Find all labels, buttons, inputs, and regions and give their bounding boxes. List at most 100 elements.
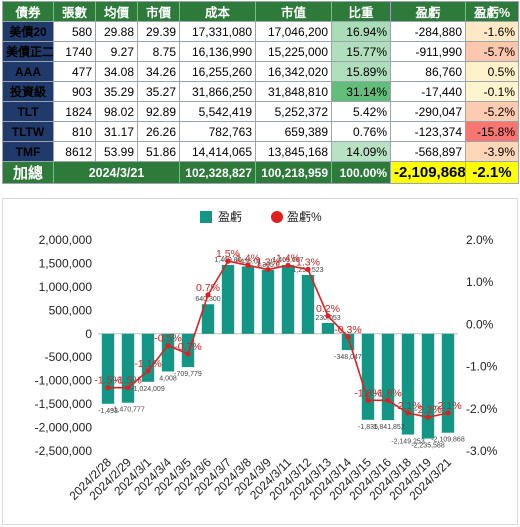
pl-cell: -17,440 [390,81,466,102]
bond-name-cell: TLTW [2,121,54,142]
market-price-cell: 92.89 [137,101,180,122]
market-price-cell: 29.39 [137,21,180,42]
bond-name-cell: TLT [2,101,54,122]
bar [421,333,435,439]
bar-value-label: 4,008 [159,375,177,382]
pl-pct-point [385,397,391,403]
pl-pct-label: -1.1% [134,358,161,370]
pl-cell: 86,760 [390,61,466,82]
market-value-cell: 13,845,168 [255,141,332,162]
market-value-cell: 31,848,810 [255,81,332,102]
pl-pct-label: -2.1% [394,400,421,412]
bar [161,333,175,372]
y-right-tick: 1.0% [466,275,494,289]
pl-pct-point [445,410,451,416]
qty-cell: 1824 [53,101,96,122]
pl-pct-point [405,410,411,416]
bar-value-label: 1,436,01 [234,258,261,265]
market-price-cell: 34.26 [137,61,180,82]
col-header-cost: 成本 [179,1,256,22]
bar-value-label: -1,024,009 [131,386,165,393]
cost-cell: 16,255,260 [179,61,256,82]
pl-pct-point [265,266,271,273]
pl-pct-label: 0.2% [316,303,340,315]
bond-name-cell: TMF [2,141,54,162]
y-left-tick: 0 [85,327,92,341]
cost-cell: 14,414,065 [179,141,256,162]
market-price-cell: 35.27 [137,81,180,102]
pl-pct-cell: -5.2% [465,101,519,122]
avg-price-cell: 31.17 [95,121,138,142]
bond-name-cell: AAA [2,61,54,82]
bar [441,333,455,433]
pl-pct-point [325,313,331,319]
y-right-tick: -1.0% [466,360,498,374]
legend-line-label: 盈虧% [287,210,322,224]
pl-pct-cell: -3.9% [465,141,519,162]
bar-value-label: -709,779 [174,371,202,378]
market-price-cell: 51.86 [137,141,180,162]
y-right-tick: 0.0% [466,317,494,331]
pl-pct-cell: -5.7% [465,41,519,62]
bar-value-label: -1,493 [98,408,118,415]
market-value-cell: 659,389 [255,121,332,142]
holdings-table: 債券 張數 均價 市價 成本 市值 比重 盈虧 盈虧% 美債20 580 29.88… [2,1,519,184]
qty-cell: 477 [53,61,96,82]
weight-cell: 31.14% [331,81,391,102]
bar [221,264,235,334]
total-mv: 100,218,959 [255,161,332,184]
y-left-tick: 1,000,000 [39,280,93,294]
pl-pct-label: -1.8% [354,387,381,399]
legend-line-swatch [271,211,283,223]
pl-pct-cell: -0.1% [465,81,519,102]
pl-pct-point [285,262,291,268]
qty-cell: 580 [53,21,96,42]
market-price-cell: 26.26 [137,121,180,142]
bar [141,333,155,382]
pl-pct-point [225,258,231,264]
cost-cell: 31,866,250 [179,81,256,102]
bar [201,304,215,334]
market-value-cell: 17,046,200 [255,21,332,42]
weight-cell: 15.77% [331,41,391,62]
qty-cell: 810 [53,121,96,142]
pl-cell: -911,990 [390,41,466,62]
pl-pct-label: -1.5% [114,375,141,387]
table-row: AAA 477 34.08 34.26 16,255,260 16,342,020 15.8… [2,61,519,82]
y-left-tick: -1,500,000 [35,397,93,411]
col-header-bond: 債券 [2,1,54,22]
bar [321,322,335,334]
col-header-qty: 張數 [53,1,96,22]
cost-cell: 782,763 [179,121,256,142]
avg-price-cell: 53.99 [95,141,138,162]
y-left-tick: -1,000,000 [35,374,93,388]
col-header-pl: 盈虧 [390,1,466,22]
pl-pct-point [125,385,131,391]
pl-pct-point [165,342,171,349]
pl-pct-line [108,260,449,419]
table-row: 美債正二 1740 9.27 8.75 16,136,990 15,225,000 15.7… [2,41,519,62]
total-label: 加總 [2,161,54,184]
bar [261,269,275,334]
total-cost: 102,328,827 [179,161,256,184]
y-left-tick: -500,000 [45,350,93,364]
pl-pct-label: 1.3% [296,257,320,269]
market-value-cell: 15,225,000 [255,41,332,62]
total-pl: -2,109,868 [390,161,466,184]
table-row: 投資級 903 35.29 35.27 31,866,250 31,848,810 31.1… [2,81,519,102]
pl-pct-label: 1.4% [236,252,260,264]
bond-name-cell: 美債正二 [2,41,54,62]
table-row: 美債20 580 29.88 29.39 17,331,080 17,046,200 16.… [2,21,519,42]
pl-pct-label: -2.2% [414,404,441,416]
pl-pct-point [345,334,351,340]
pl-cell: -123,374 [390,121,466,142]
y-right-tick: 2.0% [466,233,494,247]
pl-cell: -284,880 [390,21,466,42]
bar [101,333,115,404]
y-right-tick: -2.0% [466,402,498,416]
bar-value-label: -1,841,852 [371,424,405,431]
bar-value-label: -2,109,868 [431,437,465,444]
pl-pct-point [185,351,191,357]
bar-value-label: 1,465,667 [272,257,303,264]
pl-pct-point [245,262,251,268]
